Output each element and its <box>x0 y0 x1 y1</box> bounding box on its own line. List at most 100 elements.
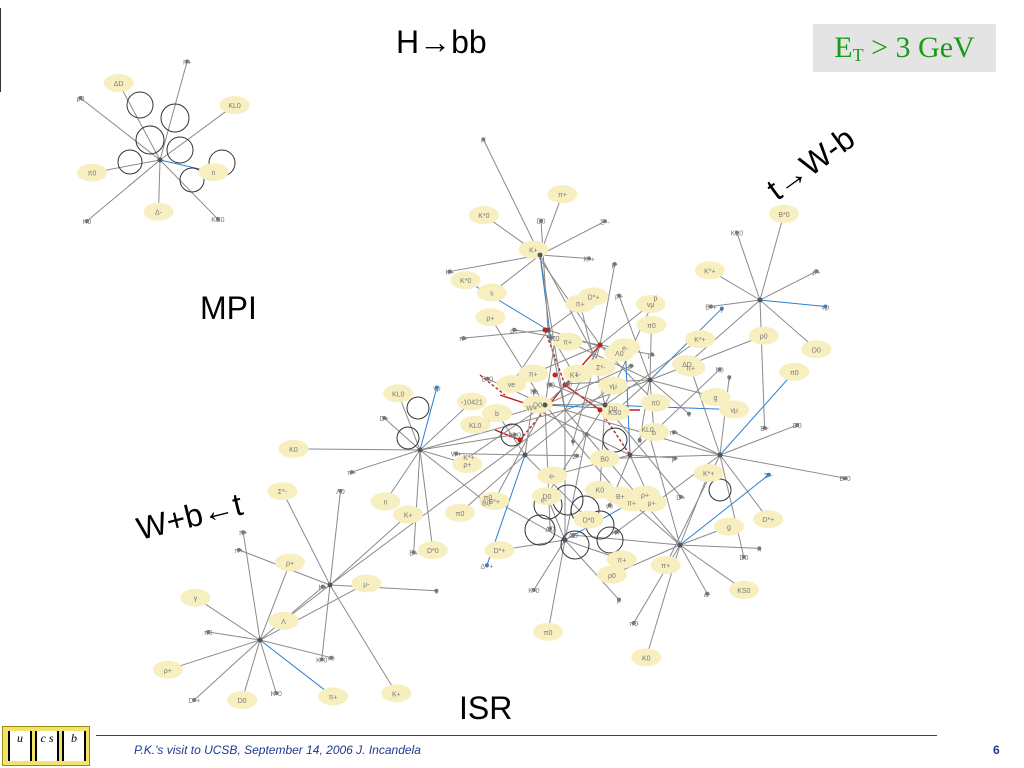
decay-edge <box>159 61 188 161</box>
decay-endpoint <box>612 261 617 266</box>
particle-label: π0 <box>544 630 553 637</box>
particle-label: KL0 <box>469 423 482 430</box>
decay-endpoint <box>84 218 89 223</box>
decay-endpoint <box>678 494 683 499</box>
decay-endpoint <box>78 96 83 101</box>
particle-label: KL0 <box>731 231 744 238</box>
decay-edge <box>573 534 681 546</box>
particle-label: D0 <box>542 494 551 501</box>
decay-endpoint <box>571 533 576 538</box>
particle-label: ρ+ <box>510 328 518 335</box>
particle-label: D+ <box>380 416 389 423</box>
decay-edge <box>242 532 261 641</box>
particle-label: B*0 <box>839 476 850 483</box>
decay-endpoint <box>185 59 190 64</box>
decay-edge <box>736 232 761 301</box>
particle-label: D0 <box>238 698 247 705</box>
particle-label: vμ <box>822 305 830 312</box>
footer-text: P.K.'s visit to UCSB, September 14, 2006… <box>134 743 421 757</box>
particle-label: ΔD <box>114 81 124 88</box>
trunk-edge <box>419 409 566 451</box>
particle-label: g <box>727 525 731 532</box>
decay-edge <box>759 299 766 429</box>
particle-label: ΔD <box>682 362 692 369</box>
particle-node <box>779 362 810 381</box>
particle-label: Σ*- <box>278 489 288 496</box>
decay-endpoint <box>719 306 724 311</box>
particle-node <box>460 415 491 434</box>
decay-edge <box>618 295 651 381</box>
particle-label: B+ <box>409 550 418 557</box>
vertex-dot <box>327 582 333 588</box>
particle-label: D*0 <box>583 518 595 525</box>
particle-node <box>640 393 671 412</box>
particle-label: n <box>383 499 387 506</box>
particle-label: Σ*- <box>600 219 610 226</box>
particle-label: π0 <box>629 621 638 628</box>
particle-label: D*+ <box>188 698 200 705</box>
particle-label: n <box>757 546 761 553</box>
particle-node <box>719 400 750 419</box>
particle-label: D*+ <box>588 294 600 301</box>
decay-endpoint <box>274 691 279 696</box>
particle-label: B*0 <box>778 212 789 219</box>
particle-label: π0 <box>651 401 660 408</box>
particle-node <box>631 648 662 667</box>
label-isr: ISR <box>459 690 513 726</box>
decay-edge <box>449 254 541 273</box>
decay-edge <box>167 639 261 671</box>
red-decay-edge <box>564 384 601 411</box>
particle-label: e- <box>541 497 548 504</box>
particle-node <box>753 510 784 529</box>
decay-endpoint <box>434 588 439 593</box>
decay-edge <box>604 338 701 406</box>
particle-label: B0 <box>482 501 491 508</box>
decay-edge <box>759 299 817 350</box>
particle-node <box>445 503 476 522</box>
particle-node <box>585 358 616 377</box>
particle-label: B+ <box>616 494 625 501</box>
particle-node <box>713 517 744 536</box>
gluon-loop <box>396 426 420 450</box>
gluon-loop <box>126 91 154 119</box>
particle-label: g <box>714 395 718 402</box>
particle-node <box>267 482 298 501</box>
decay-edge <box>456 453 526 456</box>
decay-endpoint <box>705 591 710 596</box>
particle-label: μ- <box>612 262 619 269</box>
particle-label: D0 <box>533 402 542 409</box>
decay-endpoint <box>329 655 334 660</box>
particle-node <box>393 505 424 524</box>
particle-node <box>635 295 666 314</box>
red-decay-edge <box>479 374 506 396</box>
decay-endpoint <box>672 455 677 460</box>
gluon-loop <box>500 423 524 447</box>
decay-endpoint <box>814 269 819 274</box>
decay-edge <box>493 404 546 502</box>
particle-label: π+ <box>529 372 538 379</box>
decay-edge <box>159 159 219 220</box>
decay-endpoint <box>717 367 722 372</box>
particle-node <box>180 588 211 607</box>
particle-label: ve <box>606 503 614 510</box>
vertex-dot <box>647 377 653 383</box>
particle-node <box>450 271 481 290</box>
red-vertex-dot <box>552 372 558 378</box>
particle-node <box>533 622 564 641</box>
decay-edge <box>329 514 409 586</box>
decay-edge <box>463 329 549 339</box>
decay-edge <box>690 367 721 456</box>
gluon-loop <box>602 427 628 453</box>
decay-endpoint <box>629 363 634 368</box>
particle-label: ρ+ <box>615 294 623 301</box>
decay-edge <box>419 434 515 451</box>
vertex-dot <box>522 452 528 458</box>
decay-edge <box>649 379 690 415</box>
particle-node <box>475 308 506 327</box>
particle-labels: nKS0Δ-K0π0ρ0ΔDπ+KL0K*+Σ*-gsK+K*0Λπ+Σ*-Λ0… <box>76 60 850 705</box>
particle-node <box>672 355 703 374</box>
particle-label: γ <box>571 439 575 446</box>
particle-label: π+ <box>661 563 670 570</box>
particle-node <box>589 449 620 468</box>
particle-label: ρ+ <box>648 352 656 359</box>
